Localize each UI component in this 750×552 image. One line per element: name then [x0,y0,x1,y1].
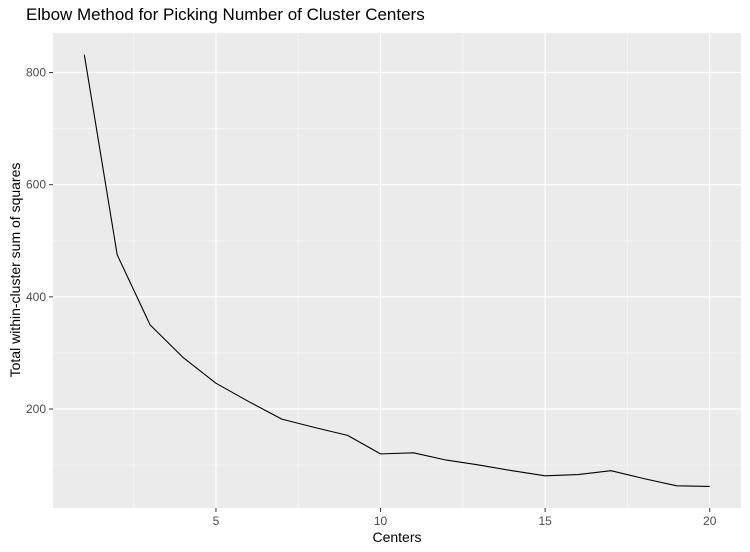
series-layer [83,54,710,487]
major-gridlines [53,33,741,508]
x-tick-label: 15 [538,514,552,528]
plot-panel [53,33,741,508]
y-axis-title: Total within-cluster sum of squares [7,163,23,378]
x-tick-label: 5 [213,514,220,528]
x-axis-ticks: 5 10 15 20 [213,508,717,528]
y-axis-ticks: 200 400 600 800 [26,66,53,416]
y-tick-label: 800 [26,66,46,80]
y-tick-label: 600 [26,178,46,192]
minor-gridlines [53,33,741,508]
x-tick-label: 20 [703,514,717,528]
x-tick-label: 10 [374,514,388,528]
y-tick-label: 400 [26,290,46,304]
chart-title: Elbow Method for Picking Number of Clust… [26,5,425,24]
series-line [83,54,710,487]
y-tick-label: 200 [26,402,46,416]
x-axis-title: Centers [372,529,421,545]
